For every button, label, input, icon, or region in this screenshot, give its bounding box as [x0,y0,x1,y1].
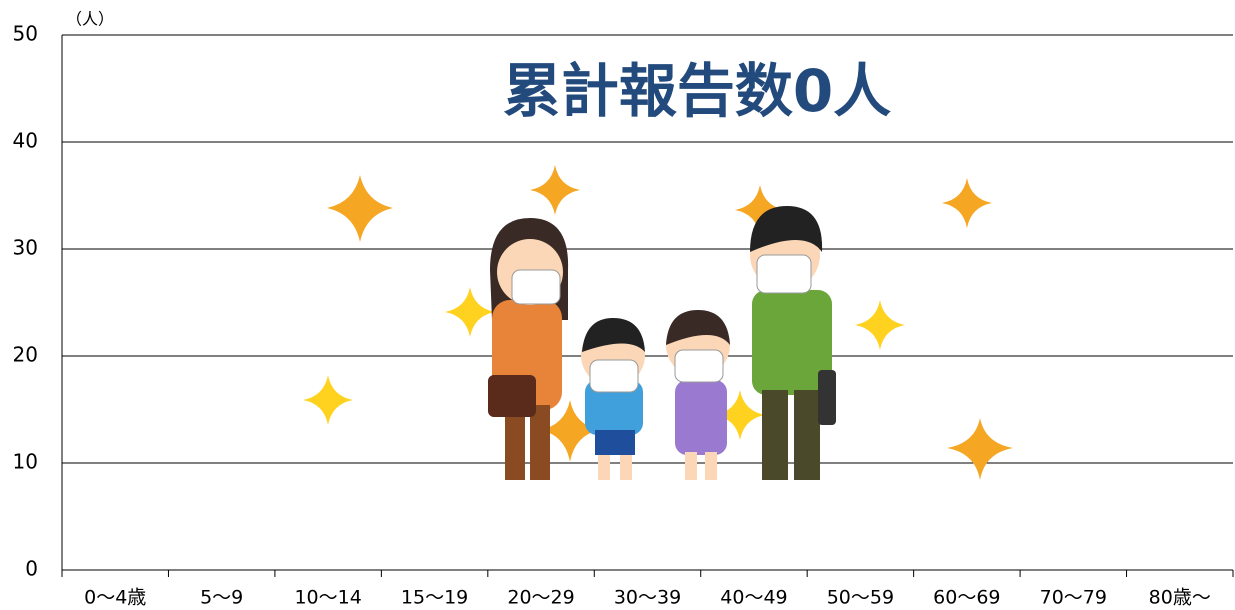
sparkles [327,165,1013,480]
x-tick-label: 5～9 [200,587,243,609]
y-tick-label: 50 [13,22,38,46]
x-tick-label: 40～49 [720,587,787,609]
x-tick-label: 50～59 [827,587,894,609]
x-tick-label: 0～4歳 [84,587,146,609]
x-tick-label: 10～14 [294,587,361,609]
illustration [303,165,1013,480]
woman [488,218,569,480]
chart-title: 累計報告数0人 [503,57,891,125]
girl [666,310,730,480]
boy [581,318,645,480]
x-tick-label: 70～79 [1040,587,1107,609]
x-tick-label: 15～19 [401,587,468,609]
x-tick-label: 80歳～ [1149,587,1211,609]
y-unit: （人） [66,10,114,29]
y-tick-label: 10 [13,450,38,474]
y-tick-label: 20 [13,343,38,367]
sparkles-yellow [303,287,905,440]
man [750,206,836,480]
x-tick-label: 60～69 [933,587,1000,609]
y-tick-label: 40 [13,129,38,153]
x-tick-label: 20～29 [507,587,574,609]
y-tick-label: 0 [25,557,38,581]
x-tick-label: 30～39 [614,587,681,609]
y-tick-label: 30 [13,236,38,260]
